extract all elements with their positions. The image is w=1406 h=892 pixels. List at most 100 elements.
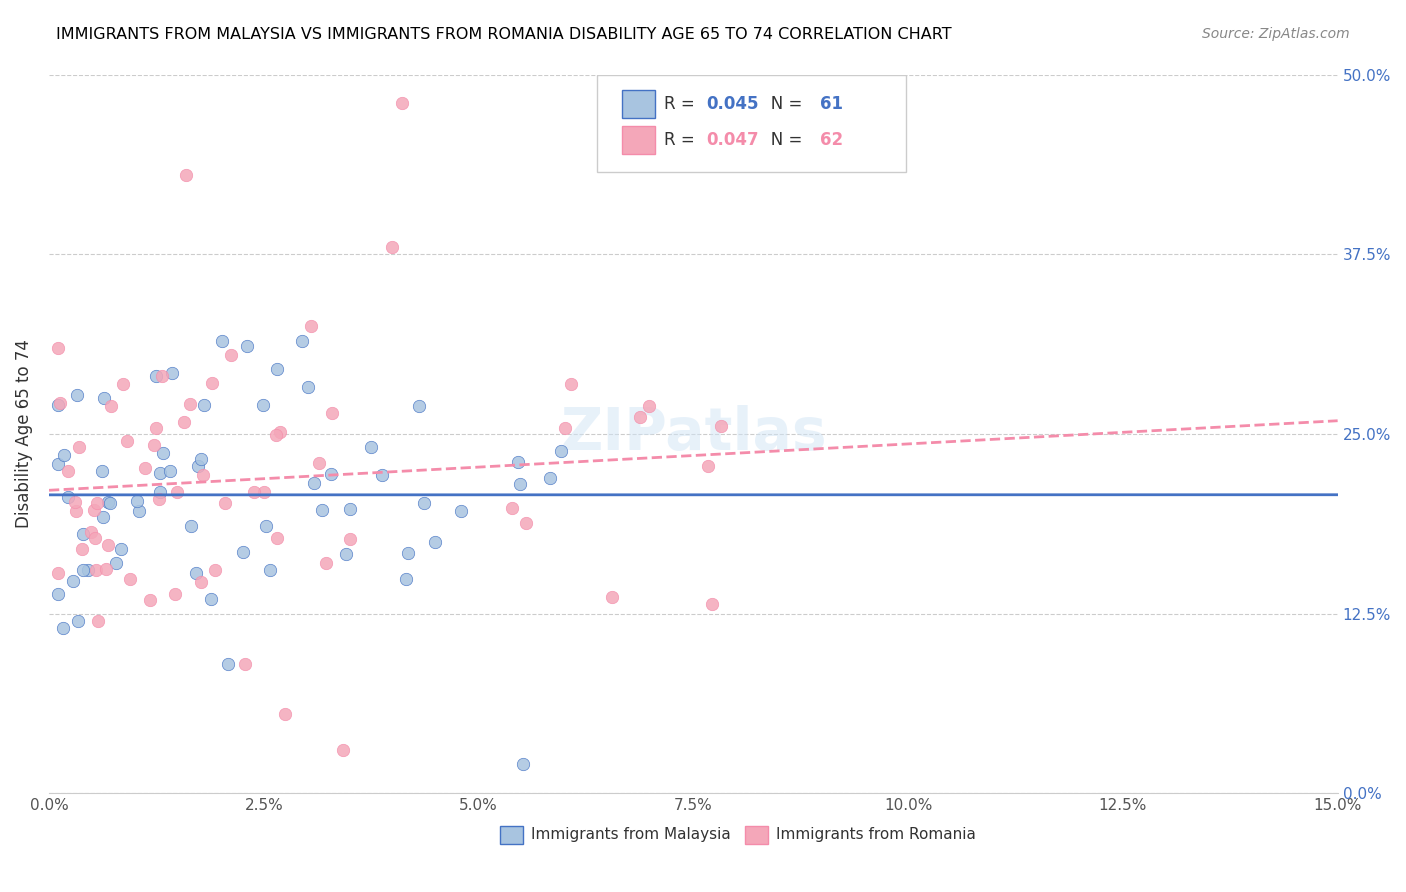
FancyBboxPatch shape xyxy=(501,826,523,844)
Point xyxy=(201,376,224,391)
Point xyxy=(98,496,121,510)
Point xyxy=(214,496,236,510)
Text: 0.047: 0.047 xyxy=(706,131,759,149)
Point xyxy=(87,614,110,628)
Point xyxy=(166,485,188,500)
Point xyxy=(83,503,105,517)
Point xyxy=(360,441,382,455)
Point xyxy=(187,459,209,474)
Point xyxy=(184,566,207,580)
Text: ZIPatlas: ZIPatlas xyxy=(560,405,827,462)
Text: R =: R = xyxy=(664,131,700,149)
Point xyxy=(46,341,69,355)
Point xyxy=(697,459,720,474)
Point xyxy=(97,495,120,509)
Point xyxy=(46,566,69,580)
Point xyxy=(134,460,156,475)
Point xyxy=(65,504,87,518)
Point xyxy=(72,527,94,541)
Point xyxy=(291,334,314,348)
Point xyxy=(84,532,107,546)
Point xyxy=(46,586,69,600)
Point xyxy=(160,367,183,381)
Y-axis label: Disability Age 65 to 74: Disability Age 65 to 74 xyxy=(15,340,32,528)
Text: Immigrants from Romania: Immigrants from Romania xyxy=(776,828,976,842)
Point xyxy=(321,406,343,420)
Point xyxy=(145,421,167,435)
Point xyxy=(254,518,277,533)
Point xyxy=(211,334,233,348)
Point xyxy=(46,458,69,472)
Point xyxy=(120,572,142,586)
Point xyxy=(190,452,212,467)
Point xyxy=(159,464,181,478)
Point xyxy=(66,388,89,402)
Point xyxy=(163,587,186,601)
Point xyxy=(339,502,361,516)
Point xyxy=(204,564,226,578)
Point xyxy=(139,593,162,607)
Point xyxy=(232,545,254,559)
Text: IMMIGRANTS FROM MALAYSIA VS IMMIGRANTS FROM ROMANIA DISABILITY AGE 65 TO 74 CORR: IMMIGRANTS FROM MALAYSIA VS IMMIGRANTS F… xyxy=(56,27,952,42)
Point xyxy=(628,409,651,424)
FancyBboxPatch shape xyxy=(623,90,655,118)
Point xyxy=(80,525,103,540)
Point xyxy=(65,495,87,509)
Point xyxy=(308,456,330,470)
Point xyxy=(193,467,215,482)
Point xyxy=(550,444,572,458)
Point xyxy=(97,538,120,552)
Point xyxy=(91,464,114,478)
Point xyxy=(56,464,79,478)
Text: N =: N = xyxy=(755,95,808,113)
Point xyxy=(56,490,79,504)
Point xyxy=(91,509,114,524)
Point xyxy=(638,400,661,414)
Point xyxy=(391,96,413,111)
Point xyxy=(93,392,115,406)
Point xyxy=(233,657,256,671)
Point xyxy=(700,597,723,611)
Point xyxy=(104,556,127,570)
Point xyxy=(413,495,436,509)
Text: Immigrants from Malaysia: Immigrants from Malaysia xyxy=(531,828,731,842)
Point xyxy=(152,446,174,460)
Point xyxy=(180,519,202,533)
Point xyxy=(96,561,118,575)
Point xyxy=(128,504,150,518)
Point xyxy=(266,531,288,545)
Point xyxy=(252,398,274,412)
Point xyxy=(509,477,531,491)
Point xyxy=(149,484,172,499)
Point xyxy=(52,448,75,462)
Point xyxy=(200,591,222,606)
Point xyxy=(274,707,297,722)
Point xyxy=(554,421,576,435)
Point xyxy=(266,428,288,442)
Point xyxy=(52,621,75,635)
FancyBboxPatch shape xyxy=(596,75,905,171)
Point xyxy=(100,399,122,413)
Point xyxy=(217,657,239,671)
Text: 0.045: 0.045 xyxy=(706,95,759,113)
Point xyxy=(299,319,322,334)
Point xyxy=(193,398,215,412)
Point xyxy=(600,590,623,604)
Point xyxy=(190,575,212,590)
Point xyxy=(72,564,94,578)
Point xyxy=(62,574,84,588)
Point xyxy=(332,743,354,757)
Point xyxy=(111,376,134,391)
Point xyxy=(145,369,167,384)
Point xyxy=(269,425,291,440)
Point xyxy=(560,376,582,391)
Point xyxy=(115,434,138,449)
Point xyxy=(259,564,281,578)
Point xyxy=(110,541,132,556)
Point xyxy=(86,496,108,510)
Text: N =: N = xyxy=(755,131,808,149)
Point xyxy=(315,557,337,571)
Point xyxy=(48,395,70,409)
FancyBboxPatch shape xyxy=(745,826,768,844)
Point xyxy=(311,502,333,516)
